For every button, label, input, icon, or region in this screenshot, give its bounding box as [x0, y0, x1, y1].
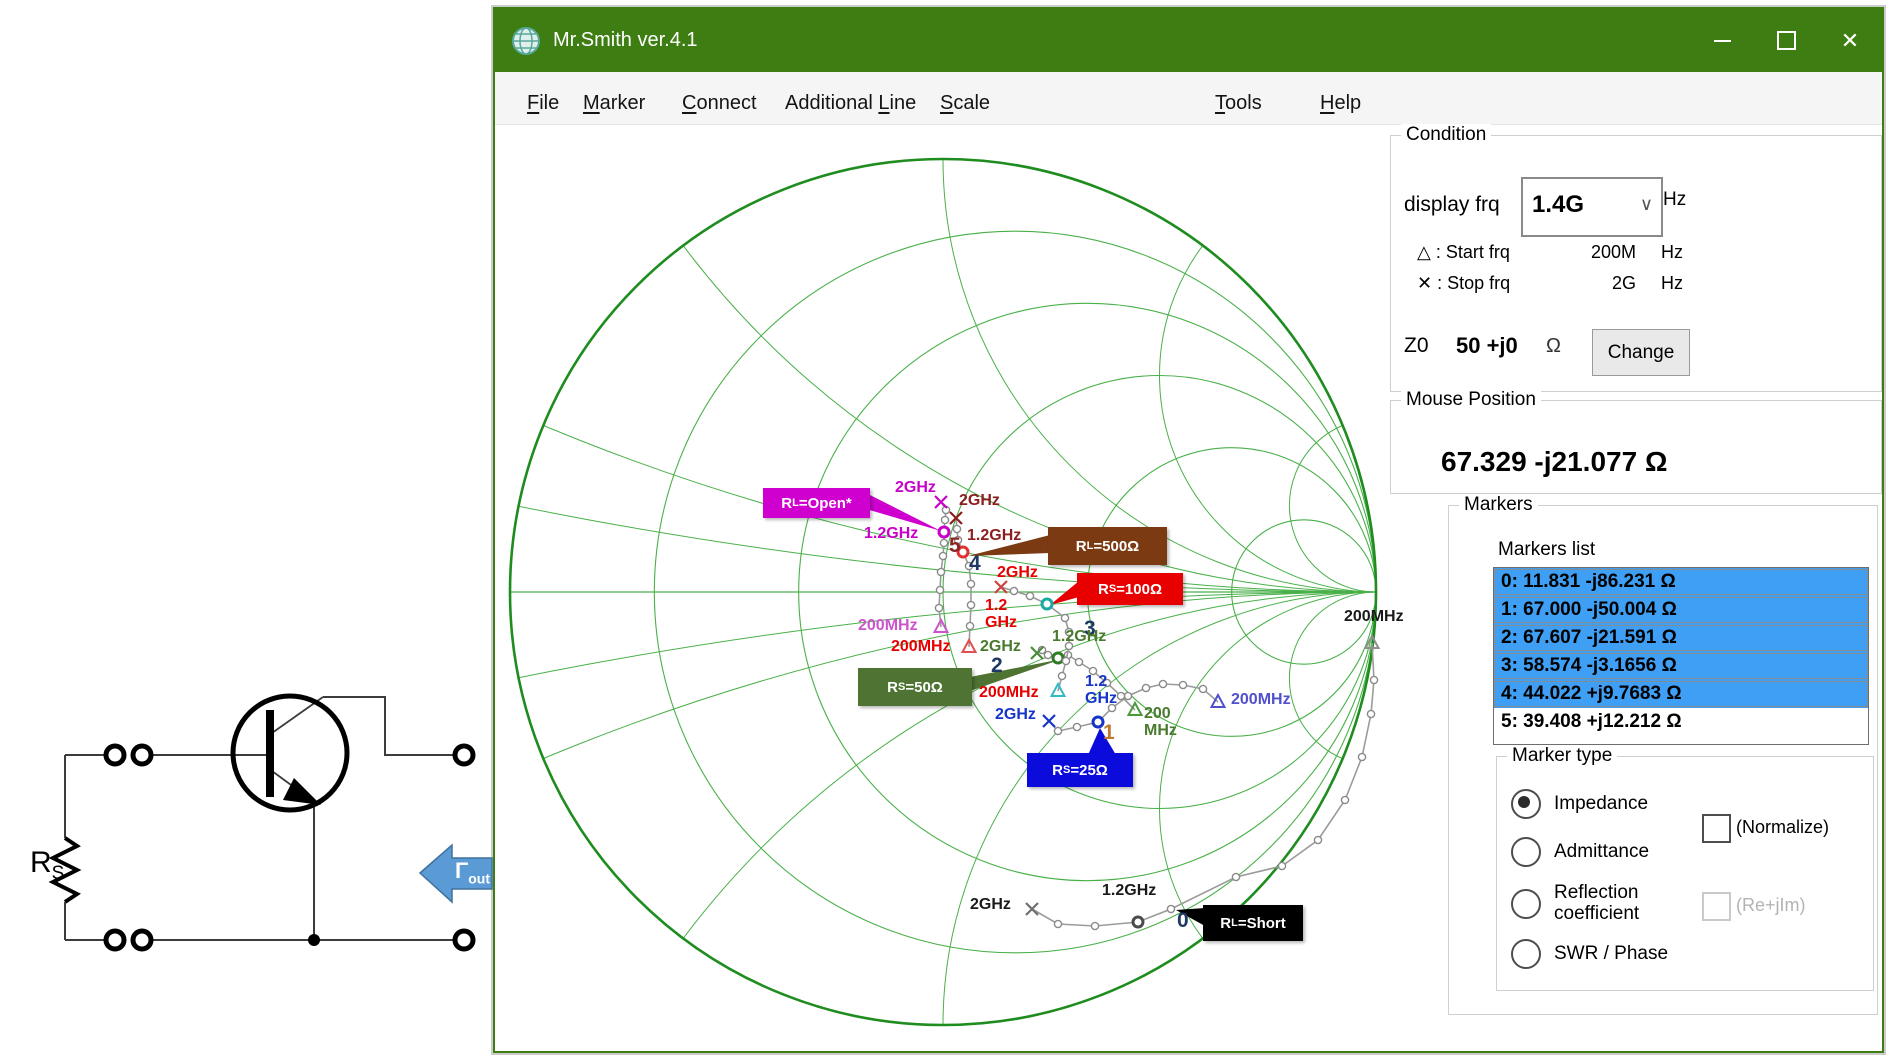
radio-label: Admittance [1554, 840, 1650, 862]
maximize-icon [1776, 31, 1796, 50]
callout-rs-100-: R S =100Ω [1077, 573, 1183, 605]
menu-item-connect[interactable]: Connect [682, 92, 757, 114]
change-button-label: Change [1607, 341, 1675, 363]
display-frq-value: 1.4G [1532, 191, 1585, 218]
re-jim-label: (Re+jIm) [1736, 895, 1806, 915]
marker-list-row-4[interactable]: 4: 44.022 +j9.7683 Ω [1494, 680, 1868, 708]
normalize-label: (Normalize) [1736, 817, 1830, 837]
change-button[interactable]: Change [1592, 329, 1690, 376]
condition-group: Condition display frq 1.4G ∨ Hz △ : Star… [1390, 124, 1882, 392]
terminal-circle [130, 743, 154, 767]
marker-type-option-reflection[interactable]: Reflection coefficient [1511, 882, 1640, 925]
collector-wire [323, 696, 454, 756]
marker-list-row-5[interactable]: 5: 39.408 +j12.212 Ω [1501, 711, 1682, 732]
start-frq-unit: Hz [1661, 242, 1683, 262]
menu-item-marker[interactable]: Marker [583, 92, 646, 114]
callout-rl-open-: R L =Open* [763, 488, 870, 518]
circuit-diagram [48, 693, 493, 952]
start-frq-value: 200M [1590, 242, 1636, 262]
menu-item-help[interactable]: Help [1320, 92, 1362, 114]
maximize-button[interactable] [1754, 9, 1818, 72]
callout-rl-short: R L =Short [1203, 905, 1303, 941]
normalize-checkbox[interactable] [1702, 814, 1731, 843]
radio-icon[interactable] [1511, 837, 1541, 867]
terminal-circle [130, 928, 154, 952]
z0-value: 50 +j0 [1456, 333, 1518, 358]
radio-label: SWR / Phase [1554, 942, 1669, 964]
rs-label: RS [30, 846, 65, 884]
marker-type-group: Marker type Impedance Admittance Reflectio… [1496, 745, 1874, 991]
mouse-position-group: Mouse Position 67.329 -j21.077 Ω [1390, 389, 1882, 494]
minimize-button[interactable] [1690, 9, 1754, 72]
markers-group: Markers Markers list 0: 11.831 -j86.231 … [1448, 494, 1878, 1015]
stop-frq-unit: Hz [1661, 273, 1683, 293]
radio-icon[interactable] [1511, 789, 1541, 819]
radio-icon[interactable] [1511, 939, 1541, 969]
callout-rs-50-: R S =50Ω [858, 668, 972, 706]
markers-legend: Markers [1459, 494, 1538, 516]
display-frq-label: display frq [1404, 193, 1500, 216]
stop-frq-label: ✕ : Stop frq [1417, 273, 1511, 293]
emitter-lead [271, 770, 303, 794]
terminal-circle [452, 743, 476, 767]
marker-list-row-1[interactable]: 1: 67.000 -j50.004 Ω [1494, 596, 1868, 624]
marker-type-legend: Marker type [1507, 745, 1618, 767]
re-jim-checkbox[interactable] [1702, 892, 1731, 921]
callout-rl-500-: R L =500Ω [1048, 527, 1167, 565]
marker-type-option-swr-phase[interactable]: SWR / Phase [1511, 939, 1668, 969]
display-frq-combobox[interactable]: 1.4G ∨ [1521, 177, 1663, 237]
start-frq-label: △ : Start frq [1417, 242, 1510, 262]
emitter-arrow [283, 778, 321, 805]
menu-item-scale[interactable]: Scale [940, 92, 991, 114]
transistor-circle [230, 693, 350, 813]
junction-dot [308, 934, 320, 946]
display-frq-unit: Hz [1663, 189, 1687, 210]
close-icon: ✕ [1840, 27, 1860, 53]
radio-label: Impedance [1554, 792, 1649, 814]
terminal-circle [452, 928, 476, 952]
terminal-circle [103, 928, 127, 952]
menu-item-additional-line[interactable]: Additional Line [785, 92, 917, 114]
mouse-position-legend: Mouse Position [1401, 389, 1541, 411]
transistor-base-bar [266, 710, 274, 797]
marker-list-row-0[interactable]: 0: 11.831 -j86.231 Ω [1494, 568, 1868, 596]
mouse-position-value: 67.329 -j21.077 Ω [1441, 446, 1668, 477]
close-button[interactable]: ✕ [1818, 9, 1882, 72]
marker-type-option-admittance[interactable]: Admittance [1511, 837, 1649, 867]
gamma-out-label: Γout [455, 858, 490, 887]
radio-icon[interactable] [1511, 888, 1541, 919]
condition-legend: Condition [1401, 124, 1492, 146]
menubar: File Marker Connect Additional Line Scale Too… [495, 72, 1882, 125]
marker-type-option-impedance[interactable]: Impedance [1511, 789, 1648, 819]
menu-item-tools[interactable]: Tools [1215, 92, 1262, 114]
titlebar[interactable]: Mr.Smith ver.4.1 ✕ [495, 9, 1882, 72]
markers-list-label: Markers list [1498, 539, 1596, 560]
chevron-down-icon[interactable]: ∨ [1639, 194, 1653, 214]
marker-list-row-2[interactable]: 2: 67.607 -j21.591 Ω [1494, 624, 1868, 652]
marker-list-row-3[interactable]: 3: 58.574 -j3.1656 Ω [1494, 652, 1868, 680]
minimize-icon [1713, 39, 1731, 42]
z0-unit: Ω [1546, 335, 1561, 357]
stop-frq-value: 2G [1611, 273, 1636, 293]
app-icon [512, 26, 540, 55]
markers-listbox[interactable]: 0: 11.831 -j86.231 Ω 1: 67.000 -j50.004 Ω… [1493, 567, 1869, 745]
terminal-circle [103, 743, 127, 767]
collector-lead [271, 696, 324, 734]
window-title: Mr.Smith ver.4.1 [553, 29, 698, 51]
menu-item-file[interactable]: File [527, 92, 560, 114]
z0-label: Z0 [1404, 334, 1429, 357]
radio-label: Reflection coefficient [1554, 882, 1640, 924]
callout-rs-25-: R S =25Ω [1027, 753, 1133, 787]
